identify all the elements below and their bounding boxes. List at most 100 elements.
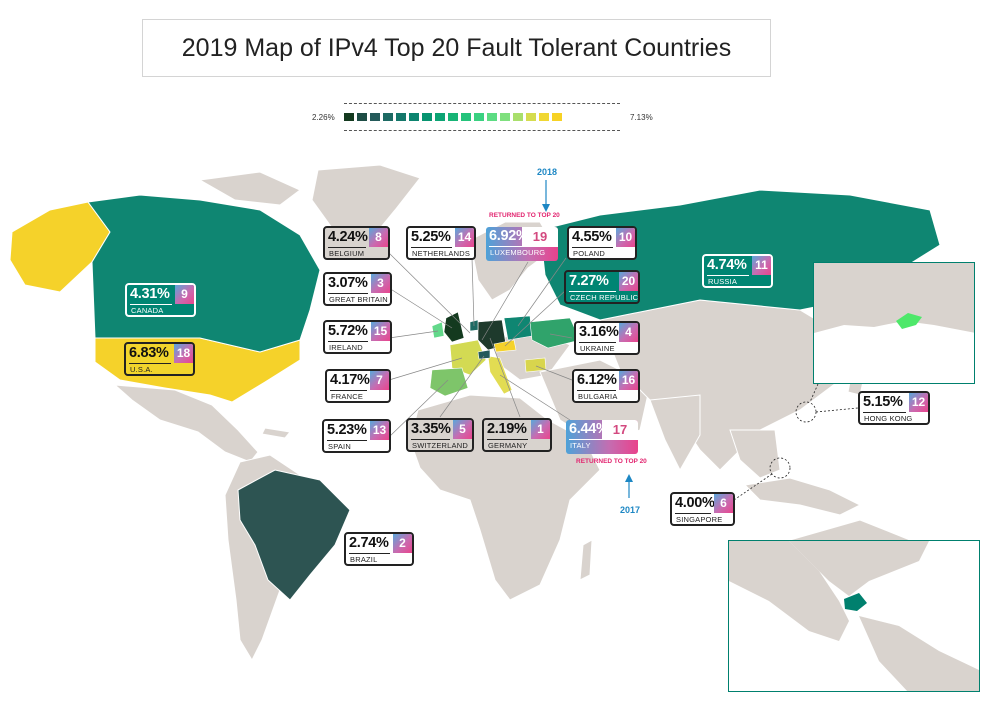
country-card-germany-percentage: 2.19% [487,421,527,437]
country-card-singapore-percentage: 4.00% [675,495,715,511]
country-card-great-britain-rank-badge: 3 [371,274,390,293]
legend-swatch-0 [344,113,354,121]
country-card-bulgaria-percentage: 6.12% [577,372,617,388]
country-card-ukraine-percentage: 3.16% [579,324,619,340]
country-card-hong-kong-country-name: HONG KONG [864,414,913,423]
singapore-inset-shape [844,593,867,611]
canada-shape [87,194,321,353]
country-card-ukraine-rank-badge: 4 [619,323,638,342]
hong-kong-inset-shape [896,313,922,329]
country-card-belgium-rank-badge: 8 [369,228,388,247]
country-card-bulgaria: 6.12% 16 BULGARIA [572,369,640,403]
legend-swatch-1 [357,113,367,121]
country-card-spain-divider [327,440,367,441]
switzerland-shape [477,349,491,360]
country-card-switzerland-percentage: 3.35% [411,421,451,437]
country-card-bulgaria-rank-badge: 16 [619,371,638,390]
country-card-spain-rank-badge: 13 [370,421,389,440]
legend-swatch-7 [435,113,445,121]
country-card-ukraine-divider [579,342,616,343]
country-card-bulgaria-divider [577,390,616,391]
country-card-canada-percentage: 4.31% [130,286,170,302]
legend-swatch-15 [539,113,549,121]
country-card-poland: 4.55% 10 POLAND [567,226,637,260]
country-card-usa: 6.83% 18 U.S.A. [124,342,195,376]
country-card-germany-divider [487,439,528,440]
country-card-canada-divider [130,304,172,305]
country-card-switzerland: 3.35% 5 SWITZERLAND [406,418,474,452]
country-card-usa-divider [129,363,171,364]
country-card-ireland-rank-badge: 15 [371,322,390,341]
country-card-luxembourg-rank-badge: 19 [522,227,558,247]
legend-swatch-16 [552,113,562,121]
country-card-hong-kong-percentage: 5.15% [863,394,903,410]
country-card-germany-rank-badge: 1 [531,420,550,439]
country-card-canada-country-name: CANADA [131,306,164,315]
bulgaria-shape [524,357,547,373]
page-title: 2019 Map of IPv4 Top 20 Fault Tolerant C… [181,33,732,62]
country-card-singapore-country-name: SINGAPORE [676,515,723,524]
legend-swatch-2 [370,113,380,121]
legend-swatch-3 [383,113,393,121]
country-card-brazil-percentage: 2.74% [349,535,389,551]
luxembourg-returned-note: RETURNED TO TOP 20 [489,212,560,219]
country-card-czech-republic: 7.27% 20 CZECH REPUBLIC [564,270,640,304]
country-card-czech-republic-divider [569,291,616,292]
country-card-italy: 6.44% 17 ITALY [566,420,638,454]
country-card-france-divider [330,390,367,391]
country-card-hong-kong-rank-badge: 12 [909,393,928,412]
brazil-shape [237,469,351,601]
country-card-canada-rank-badge: 9 [175,285,194,304]
year-2018-label: 2018 [537,167,558,177]
legend-swatch-13 [513,113,523,121]
legend-min-label: 2.26% [312,113,335,122]
country-card-brazil-rank-badge: 2 [393,534,412,553]
country-card-belgium-divider [328,247,366,248]
year-2017-label: 2017 [620,505,641,515]
country-card-hong-kong-divider [863,412,906,413]
country-card-poland-percentage: 4.55% [572,229,612,245]
country-card-netherlands-divider [411,247,452,248]
country-card-russia-percentage: 4.74% [707,257,747,273]
country-card-usa-country-name: U.S.A. [130,365,153,374]
color-scale-legend: 2.26% 7.13% [300,103,660,131]
country-card-singapore: 4.00% 6 SINGAPORE [670,492,735,526]
legend-swatch-12 [500,113,510,121]
country-card-netherlands: 5.25% 14 NETHERLANDS [406,226,476,260]
country-card-singapore-rank-badge: 6 [714,494,733,513]
country-card-czech-republic-country-name: CZECH REPUBLIC [570,293,639,302]
country-card-great-britain-percentage: 3.07% [328,275,368,291]
singapore-inset [728,540,980,692]
country-card-luxembourg-percentage: 6.92% [489,228,529,244]
country-card-ukraine: 3.16% 4 UKRAINE [574,321,640,355]
country-card-italy-rank-badge: 17 [602,420,638,440]
country-card-france-rank-badge: 7 [370,371,389,390]
ireland-shape [431,321,445,339]
country-card-ireland: 5.72% 15 IRELAND [323,320,392,354]
legend-max-label: 7.13% [630,113,653,122]
country-card-italy-country-name: ITALY [570,441,591,450]
country-card-russia-rank-badge: 11 [752,256,771,275]
country-card-italy-percentage: 6.44% [569,421,609,437]
ukraine-shape [529,317,581,349]
country-card-belgium-percentage: 4.24% [328,229,368,245]
legend-swatch-10 [474,113,484,121]
country-card-ireland-country-name: IRELAND [329,343,363,352]
country-card-netherlands-country-name: NETHERLANDS [412,249,471,258]
hong-kong-inset [813,262,975,384]
country-card-switzerland-rank-badge: 5 [453,420,472,439]
poland-shape [503,315,533,341]
country-card-luxembourg: 6.92% 19 LUXEMBOURG [486,227,558,261]
legend-swatch-6 [422,113,432,121]
country-card-great-britain: 3.07% 3 GREAT BRITAIN [323,272,392,306]
spain-shape [429,367,469,397]
country-card-czech-republic-percentage: 7.27% [569,273,609,289]
country-card-singapore-divider [675,513,711,514]
country-card-netherlands-percentage: 5.25% [411,229,451,245]
country-card-switzerland-country-name: SWITZERLAND [412,441,468,450]
country-card-brazil-country-name: BRAZIL [350,555,378,564]
legend-swatch-8 [448,113,458,121]
country-card-great-britain-divider [328,293,368,294]
country-card-bulgaria-country-name: BULGARIA [578,392,618,401]
legend-swatch-4 [396,113,406,121]
